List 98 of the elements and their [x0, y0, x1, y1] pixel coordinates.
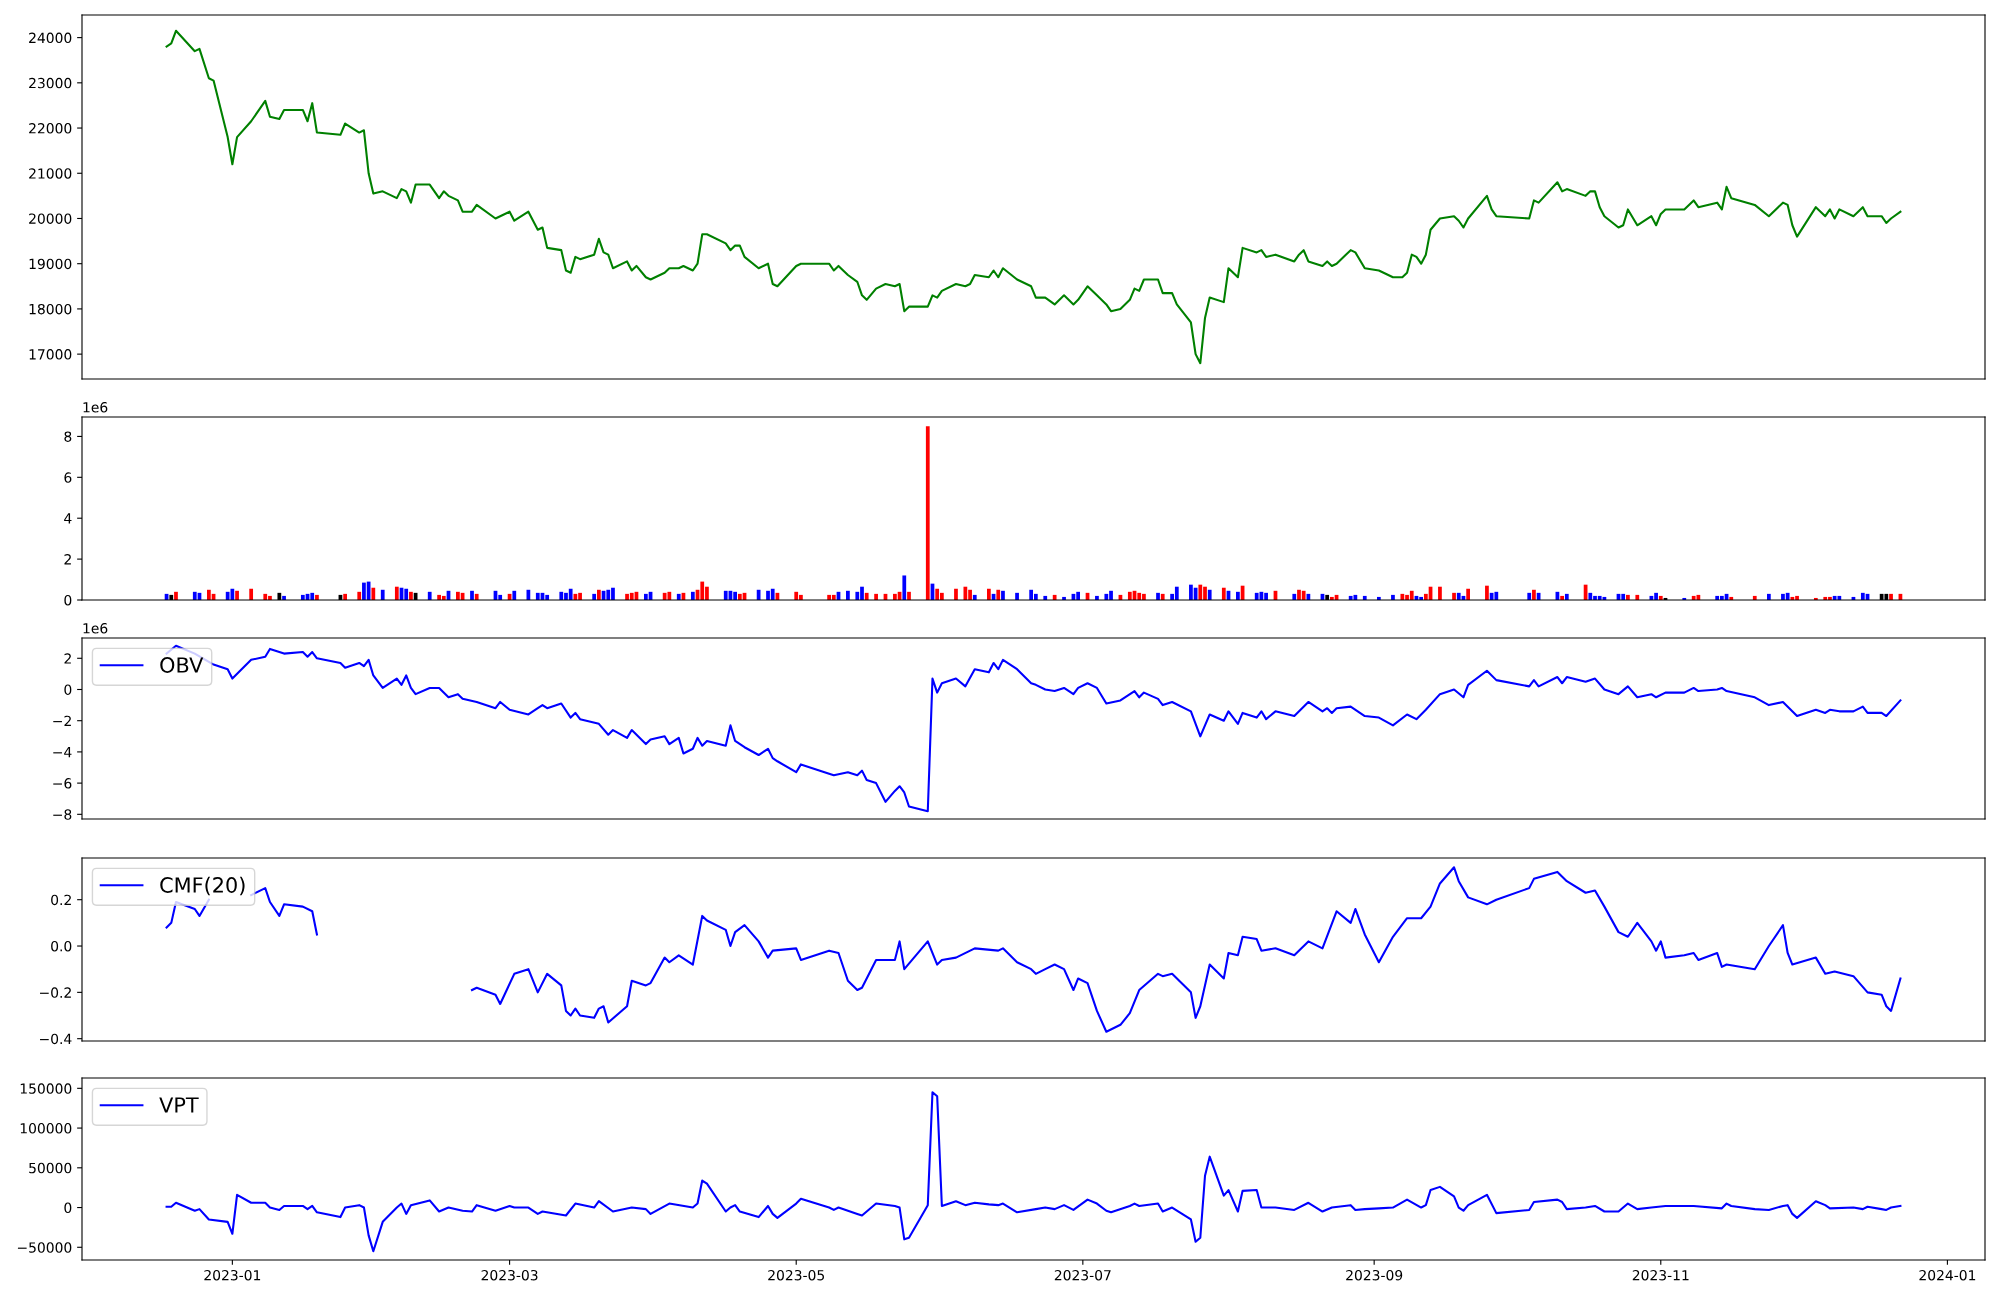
bar [855, 591, 860, 600]
bar [409, 591, 413, 600]
y-tick-label: 0.2 [51, 894, 71, 906]
y-tick-label: 8 [64, 431, 72, 442]
bar [846, 590, 850, 600]
y-tick-label: 6 [64, 472, 72, 483]
x-tick-label: 2023-07 [1054, 1269, 1111, 1281]
bar [596, 589, 601, 600]
bar [1438, 586, 1442, 600]
line-series [165, 29, 1902, 365]
bar [963, 586, 968, 600]
x-tick-label: 2023-05 [768, 1269, 825, 1281]
y-tick-label: −0.2 [40, 987, 71, 998]
bar [404, 588, 409, 600]
y-tick-label: 23000 [29, 77, 72, 89]
bar [1001, 590, 1005, 600]
bar [192, 591, 197, 600]
bar [1076, 591, 1081, 600]
bar [733, 591, 738, 600]
y-tick-label: −4 [53, 747, 72, 758]
bar [1198, 584, 1203, 600]
bar [456, 591, 460, 600]
bar [902, 575, 907, 600]
bar [723, 590, 728, 600]
bar [606, 589, 611, 600]
y-tick-label: 19000 [29, 258, 72, 270]
bar [235, 590, 239, 600]
bar [794, 591, 799, 600]
bar [1236, 591, 1240, 600]
bar [174, 591, 178, 600]
x-tick-label: 2024-01 [1919, 1269, 1976, 1281]
bar [1189, 584, 1193, 600]
bar [470, 590, 474, 600]
y-tick-label: 21000 [29, 168, 72, 179]
bar [1532, 589, 1536, 600]
bar [371, 587, 376, 600]
y-tick-label: −2 [53, 715, 71, 726]
bar [249, 588, 254, 600]
legend-label: VPT [159, 1097, 199, 1113]
legend-label: OBV [160, 657, 204, 673]
bar [366, 581, 371, 600]
x-tick-label: 2023-11 [1632, 1269, 1689, 1281]
text: 1e6 [83, 401, 108, 413]
bar [770, 588, 775, 600]
bar [225, 591, 230, 600]
y-tick-label: 22000 [29, 123, 72, 134]
legend-label: CMF(20) [160, 876, 245, 896]
bar [568, 588, 573, 600]
y-tick-label: 0 [64, 1202, 72, 1214]
bar [1174, 586, 1179, 600]
bar [394, 586, 399, 600]
bar [935, 588, 940, 600]
bar [1029, 589, 1034, 600]
x-tick-label: 2023-03 [481, 1269, 538, 1281]
bar [427, 591, 432, 600]
y-tick-label: 100000 [20, 1123, 72, 1134]
bar [206, 589, 211, 600]
y-tick-label: 150000 [20, 1083, 72, 1094]
bar [954, 588, 958, 600]
bar [700, 581, 705, 600]
bar [230, 588, 235, 600]
x-tick-label: 2023-01 [204, 1269, 261, 1281]
bar [1301, 590, 1306, 600]
bar [1409, 590, 1414, 600]
bar [986, 588, 991, 600]
bar [1207, 589, 1212, 600]
bar [1221, 587, 1226, 600]
bar [690, 591, 695, 600]
text: 1e6 [83, 622, 108, 634]
bar [996, 589, 1001, 600]
y-tick-label: −6 [53, 778, 72, 789]
bar [1127, 591, 1132, 600]
bar [380, 589, 385, 600]
y-tick-label: −50000 [17, 1242, 72, 1253]
y-tick-label: −0.4 [40, 1033, 72, 1045]
x-tick-label: 2023-09 [1346, 1269, 1403, 1281]
bar [559, 591, 564, 600]
bar [1485, 585, 1489, 600]
bar [512, 590, 517, 600]
y-tick-label: 2 [64, 653, 71, 664]
y-tick-label: 0.0 [51, 940, 72, 952]
bar [1466, 588, 1471, 600]
bar [907, 591, 911, 600]
y-tick-label: 20000 [29, 213, 72, 224]
y-tick-label: 18000 [29, 303, 72, 315]
y-tick-label: 24000 [29, 32, 72, 44]
y-tick-label: 0 [64, 684, 72, 695]
y-tick-label: −8 [53, 809, 72, 820]
bar [357, 591, 362, 600]
bar [1494, 591, 1499, 600]
y-tick-label: 17000 [29, 349, 72, 360]
bar [756, 589, 761, 600]
bar [667, 591, 672, 600]
bar [925, 426, 930, 600]
y-tick-label: 2 [64, 554, 71, 565]
y-tick-label: 50000 [29, 1162, 72, 1174]
y-tick-label: 0 [64, 594, 72, 606]
y-tick-label: 4 [64, 513, 72, 524]
